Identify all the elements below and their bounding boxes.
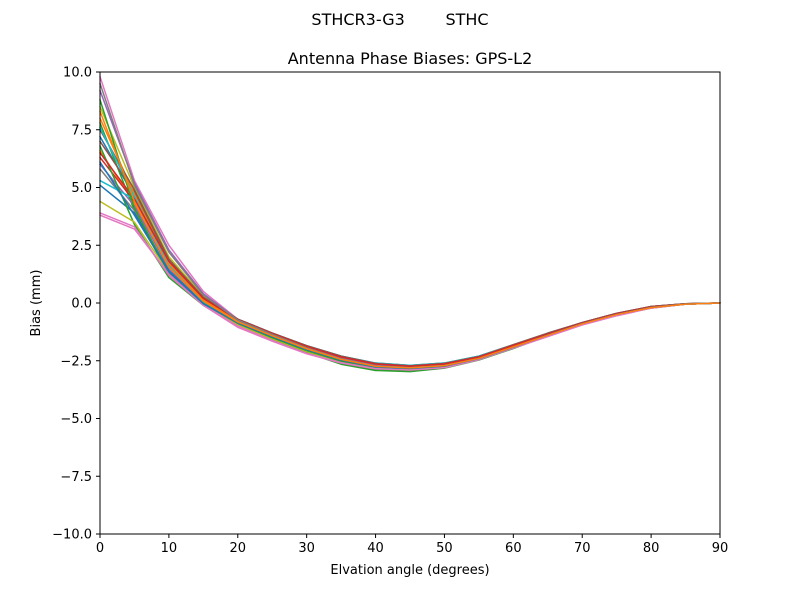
series-line-8 bbox=[99, 168, 721, 370]
series-line-11 bbox=[99, 184, 721, 368]
series-line-3 bbox=[99, 122, 721, 372]
chart-title: Antenna Phase Biases: GPS-L2 bbox=[288, 49, 533, 68]
y-axis-label: Bias (mm) bbox=[29, 270, 44, 337]
x-tick-label: 10 bbox=[161, 541, 178, 556]
x-tick-label: 20 bbox=[230, 541, 247, 556]
x-tick-label: 60 bbox=[505, 541, 522, 556]
y-tick-label: 0.0 bbox=[71, 297, 92, 312]
y-tick-label: −2.5 bbox=[60, 354, 92, 369]
series-line-15 bbox=[99, 129, 721, 367]
series-line-13 bbox=[99, 145, 721, 373]
series-line-7 bbox=[99, 75, 721, 369]
y-tick-label: −5.0 bbox=[60, 412, 92, 427]
series-line-4 bbox=[99, 156, 721, 368]
y-tick-label: 7.5 bbox=[71, 123, 92, 138]
y-tick-label: 10.0 bbox=[63, 66, 92, 81]
x-tick-label: 40 bbox=[367, 541, 384, 556]
y-tick-label: 2.5 bbox=[71, 239, 92, 254]
series-line-18 bbox=[99, 126, 721, 369]
series-line-21 bbox=[99, 98, 721, 371]
series-line-10 bbox=[99, 179, 721, 367]
series-line-23 bbox=[99, 161, 721, 370]
series-line-1 bbox=[99, 135, 721, 369]
series-line-9 bbox=[99, 105, 721, 369]
plot-frame bbox=[99, 71, 721, 535]
series-line-12 bbox=[99, 117, 721, 369]
x-axis-label: Elvation angle (degrees) bbox=[330, 563, 489, 578]
x-tick-label: 50 bbox=[436, 541, 453, 556]
series-line-6 bbox=[99, 140, 721, 367]
x-tick-label: 70 bbox=[574, 541, 591, 556]
series-layer bbox=[99, 75, 721, 373]
x-axis: 0 10 20 30 40 50 60 70 80 90 bbox=[96, 534, 728, 556]
y-tick-label: −10.0 bbox=[52, 528, 92, 543]
x-tick-label: 30 bbox=[298, 541, 315, 556]
y-tick-label: 5.0 bbox=[71, 181, 92, 196]
x-tick-label: 80 bbox=[643, 541, 660, 556]
series-line-19 bbox=[99, 152, 721, 368]
x-tick-label: 0 bbox=[96, 541, 104, 556]
series-line-22 bbox=[99, 214, 721, 371]
y-axis: −10.0 −7.5 −5.0 −2.5 0.0 2.5 5.0 7.5 10.0 bbox=[52, 66, 100, 543]
series-line-24 bbox=[99, 110, 721, 369]
series-line-5 bbox=[99, 163, 721, 369]
series-line-2 bbox=[99, 149, 721, 369]
figure-suptitle: STHCR3-G3 STHC bbox=[311, 10, 489, 29]
series-line-14 bbox=[99, 89, 721, 369]
series-line-20 bbox=[99, 82, 721, 369]
y-tick-label: −7.5 bbox=[60, 470, 92, 485]
x-tick-label: 90 bbox=[712, 541, 729, 556]
